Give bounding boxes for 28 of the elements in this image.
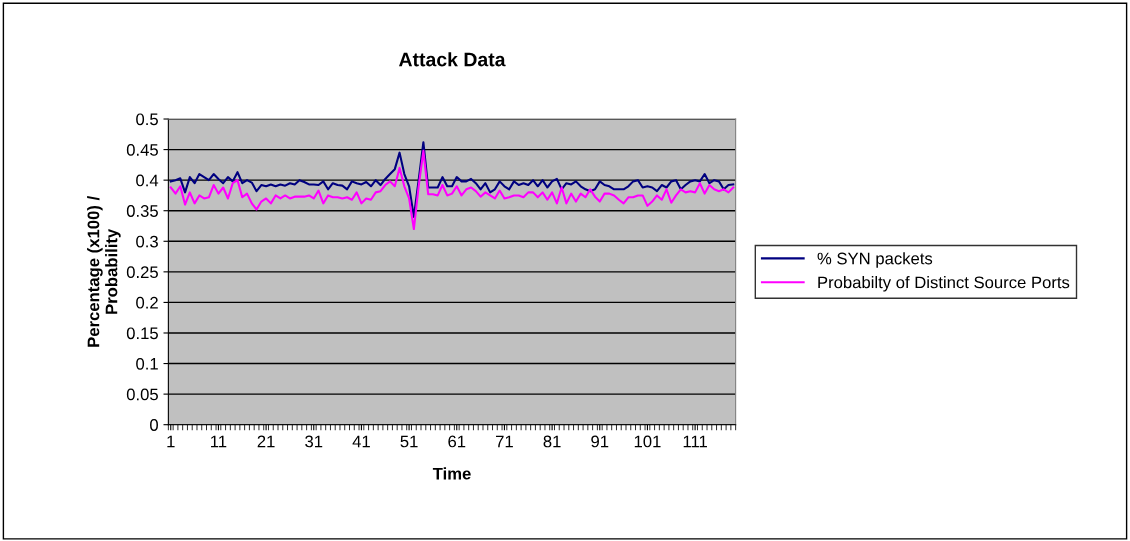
y-tick-label: 0.05	[126, 388, 158, 401]
x-tick-label: 91	[591, 435, 609, 448]
x-tick-label: 31	[305, 435, 323, 448]
x-tick-label: 81	[543, 435, 561, 448]
x-tick-label: 71	[496, 435, 513, 448]
y-axis-title: Percentage (x100) / Probability	[87, 196, 121, 347]
x-tick-label: 21	[257, 435, 275, 448]
x-tick-label: 51	[400, 435, 418, 448]
legend-label: Probabilty of Distinct Source Ports	[818, 276, 1070, 292]
x-tick-label: 41	[352, 435, 370, 448]
x-tick-label: 101	[634, 435, 661, 448]
y-tick-label: 0.15	[126, 327, 158, 340]
y-tick-label: 0.45	[126, 143, 158, 156]
y-tick-label: 0.5	[136, 113, 158, 126]
chart-title: Attack Data	[399, 52, 506, 67]
y-tick-label: 0.35	[126, 205, 158, 217]
x-tick-label: 61	[448, 435, 466, 448]
y-tick-label: 0.2	[136, 296, 158, 309]
x-tick-label: 1	[167, 435, 175, 448]
x-tick-label: 11	[211, 435, 227, 448]
x-tick-label: 111	[683, 435, 707, 448]
y-tick-label: 0.3	[136, 235, 158, 248]
x-axis-title: Time	[432, 467, 471, 480]
y-tick-label: 0.1	[136, 357, 158, 370]
y-tick-label: 0.4	[136, 174, 159, 187]
legend-label: % SYN packets	[817, 252, 933, 268]
y-tick-label: 0	[150, 419, 158, 431]
y-tick-label: 0.25	[126, 266, 158, 279]
